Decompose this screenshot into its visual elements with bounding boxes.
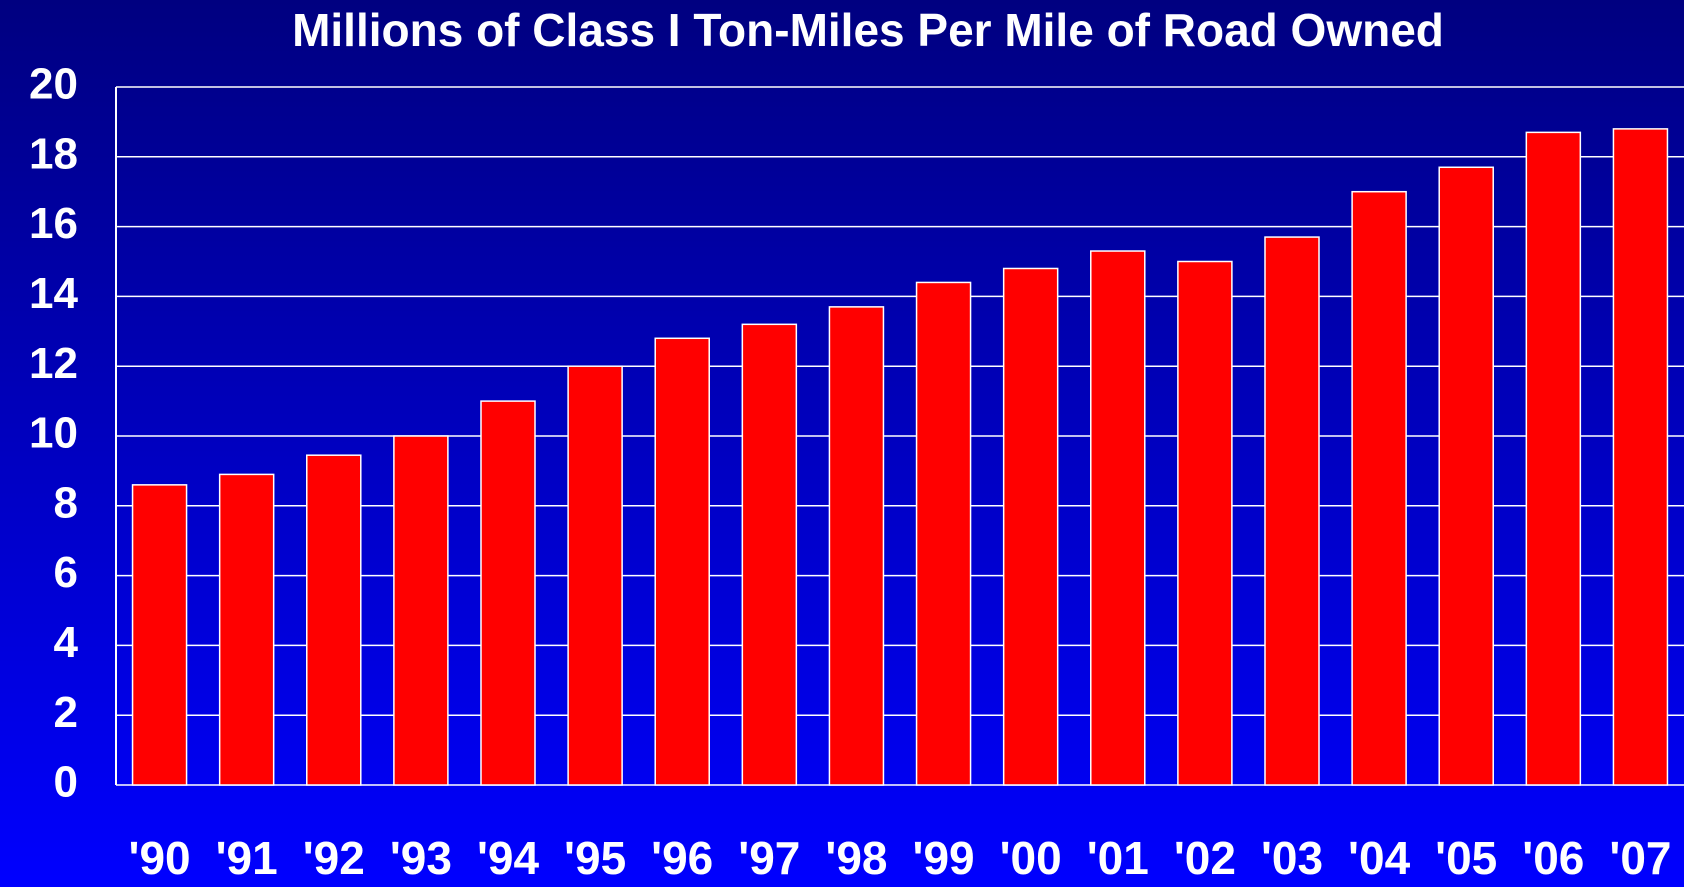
x-tick-label: '96 [651,832,713,884]
y-tick-label: 18 [29,129,78,178]
x-tick-label: '05 [1435,832,1497,884]
bar [1002,267,1059,786]
x-tick-label: '91 [216,832,278,884]
y-tick-label: 0 [54,758,78,807]
y-tick-label: 16 [29,199,78,248]
y-tick-label: 2 [54,688,78,737]
x-tick-label: '98 [825,832,887,884]
bar [567,365,623,786]
x-tick-label: '03 [1261,832,1323,884]
bar [1438,166,1494,786]
y-tick-label: 20 [29,60,78,109]
x-tick-label: '92 [303,832,365,884]
bar [654,337,710,786]
x-tick-label: '94 [477,832,540,884]
x-tick-label: '99 [913,832,975,884]
y-tick-label: 4 [54,618,79,667]
y-tick-label: 14 [29,269,78,318]
x-tick-label: '02 [1174,832,1236,884]
bar [480,400,536,786]
bar [1264,236,1320,786]
bar [393,435,449,786]
x-tick-label: '07 [1609,832,1671,884]
chart-title: Millions of Class I Ton-Miles Per Mile o… [292,4,1444,56]
bar [1090,250,1146,786]
y-tick-label: 8 [54,478,78,527]
bar [828,306,885,786]
bar [131,484,188,786]
y-tick-label: 6 [54,548,78,597]
x-tick-label: '01 [1087,832,1149,884]
bar [741,323,798,786]
x-tick-label: '00 [1000,832,1062,884]
x-tick-label: '04 [1348,832,1411,884]
x-tick-label: '95 [564,832,626,884]
x-tick-label: '06 [1522,832,1584,884]
y-tick-label: 12 [29,339,78,388]
y-tick-label: 10 [29,409,78,458]
bar [915,281,972,786]
bar [1525,131,1582,786]
x-tick-label: '97 [738,832,800,884]
x-tick-label: '93 [390,832,452,884]
x-tick-label: '90 [129,832,191,884]
bar [306,454,362,786]
bar [1177,260,1233,786]
bar [1351,190,1407,786]
bar [1612,128,1669,786]
bar [218,473,275,786]
